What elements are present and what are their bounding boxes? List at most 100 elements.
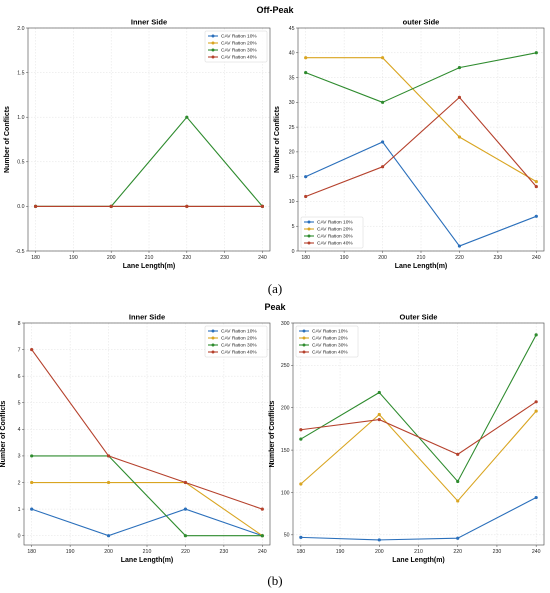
peak-outer-ytick-label: 100 (281, 490, 290, 496)
peak-outer-series-1-point (456, 536, 460, 540)
offpeak-outer-series-4-line (305, 96, 537, 198)
offpeak-outer-xtick-label: 220 (455, 255, 464, 261)
offpeak-inner-xtick-label: 200 (107, 255, 116, 261)
offpeak-inner-legend: CAV Ration 10%CAV Ration 20%CAV Ration 3… (204, 30, 268, 63)
offpeak-outer-series-2-point (534, 180, 538, 184)
offpeak-inner-series-4-point (33, 204, 38, 208)
offpeak-outer-ytick-label: 10 (289, 199, 295, 205)
peak-outer-xtick-label: 180 (297, 549, 306, 555)
offpeak-outer-xtick-label: 180 (301, 255, 310, 261)
offpeak-inner-ylabel: Number of Conflicts (4, 106, 11, 173)
peak-inner-legend: CAV Ration 10%CAV Ration 20%CAV Ration 3… (204, 325, 268, 358)
offpeak-outer-legend-marker (307, 227, 311, 231)
peak-inner-ytick-label: 3 (18, 454, 21, 460)
peak-outer-series-2-point (456, 499, 460, 503)
offpeak-outer-legend-box (300, 216, 364, 249)
offpeak-outer-series-4-point (304, 194, 308, 199)
peak-inner-series-1-point (183, 507, 188, 511)
peak-outer-series-3-point (534, 333, 538, 337)
peak-inner-ytick-label: 4 (18, 427, 21, 433)
peak-inner-xtick-label: 210 (143, 549, 152, 555)
offpeak-inner-title: Inner Side (131, 18, 167, 27)
peak-inner-plot-frame (23, 322, 271, 546)
offpeak-inner-legend-entry: CAV Ration 10% (221, 34, 257, 40)
peak-outer-series-2-point (377, 412, 381, 417)
offpeak-outer-ytick-label: 5 (292, 224, 295, 230)
peak-inner-ytick-label: 2 (18, 480, 21, 486)
offpeak-outer-series-1-point (304, 175, 308, 179)
peak-inner-legend-entry: CAV Ration 30% (221, 343, 257, 349)
peak-group-title: Peak (264, 302, 286, 312)
offpeak-inner-xtick-label: 230 (220, 255, 229, 261)
offpeak-outer-legend-entry: CAV Ration 30% (317, 234, 353, 240)
offpeak-inner-series-3-point (185, 115, 189, 119)
peak-inner-ytick-label: 6 (18, 374, 21, 380)
peak-outer-legend-entry: CAV Ration 40% (312, 350, 348, 356)
peak-outer-plot-frame (292, 322, 545, 546)
peak-inner-series-2-line (31, 481, 263, 537)
peak-inner-xtick-label: 220 (181, 549, 190, 555)
offpeak-outer-ytick-label: 25 (289, 125, 295, 131)
offpeak-outer-ytick-label: 0 (292, 249, 295, 255)
peak-inner-series-3-point (183, 534, 188, 538)
peak-outer-legend-entry: CAV Ration 10% (312, 329, 348, 335)
peak-outer-xtick-label: 190 (336, 549, 345, 555)
offpeak-outer-legend-entry: CAV Ration 40% (317, 241, 353, 247)
peak-inner-legend-entry: CAV Ration 40% (221, 350, 257, 356)
peak-outer-series-2-line (300, 410, 537, 502)
offpeak-outer-series-2-point (457, 135, 462, 139)
offpeak-inner-ytick-label: 1.5 (17, 70, 24, 76)
offpeak-inner-ytick-label: 1.0 (17, 115, 24, 121)
peak-inner-series-3-point (260, 534, 264, 538)
offpeak-outer-series-1-point (534, 214, 538, 218)
peak-outer-xtick-label: 230 (493, 549, 502, 555)
offpeak-outer-ytick-label: 15 (289, 174, 295, 180)
peak-inner-series-2-point (106, 480, 111, 485)
peak-inner-ytick-label: 1 (18, 507, 21, 513)
peak-outer-legend-entry: CAV Ration 20% (312, 336, 348, 342)
peak-inner-xlabel: Lane Length(m) (121, 557, 174, 564)
offpeak-inner-plot-frame (27, 27, 271, 252)
peak-outer-ytick-label: 50 (284, 533, 290, 539)
offpeak-outer-series-2-point (304, 56, 308, 60)
peak-outer-series-4-point (299, 428, 303, 432)
offpeak-inner-series-4-point (109, 204, 113, 208)
peak-inner-series-3-point (30, 454, 34, 458)
offpeak-inner-legend-box (204, 30, 268, 63)
offpeak-outer-ytick-label: 45 (289, 26, 295, 32)
offpeak-outer-xtick-label: 200 (378, 255, 387, 261)
offpeak-outer-series-2-point (380, 56, 385, 60)
offpeak-outer-series-1-point (380, 140, 385, 144)
peak-inner-title: Inner Side (129, 313, 165, 322)
peak-inner-legend-entry: CAV Ration 20% (221, 336, 257, 342)
offpeak-outer-plot-frame (297, 27, 545, 252)
offpeak-inner-legend-marker (211, 34, 215, 38)
peak-outer-series-2-point (534, 409, 538, 413)
offpeak-inner-ytick-label: -0.5 (16, 249, 25, 255)
peak-outer-legend-marker (302, 329, 306, 333)
offpeak-outer-series-3-point (304, 71, 308, 75)
peak-outer-legend-marker (302, 350, 306, 354)
offpeak-inner-legend-entry: CAV Ration 30% (221, 48, 257, 54)
peak-inner-series-4-point (260, 507, 264, 511)
offpeak-outer-series-1-line (305, 141, 537, 247)
offpeak-outer-title: outer Side (403, 18, 440, 27)
peak-outer-series-4-point (377, 417, 381, 422)
offpeak-inner-legend-marker (211, 55, 215, 59)
offpeak-inner-legend-marker (211, 48, 215, 52)
offpeak-outer-ylabel: Number of Conflicts (274, 106, 281, 173)
peak-inner-series-1-point (30, 507, 34, 511)
offpeak-outer-series-3-point (457, 66, 462, 70)
offpeak-inner-ytick-label: 0.0 (17, 204, 24, 210)
peak-outer-xtick-label: 240 (532, 549, 541, 555)
peak-inner-series-4-point (106, 454, 111, 458)
peak-inner-xtick-label: 240 (258, 549, 267, 555)
peak-outer-series-3-point (456, 479, 460, 484)
chart-peak-outer: 180 190 200 210 220 230 240 50 100 150 200 250 300 Ou… (269, 313, 545, 564)
peak-inner-xtick-label: 230 (220, 549, 229, 555)
peak-outer-legend: CAV Ration 10%CAV Ration 20%CAV Ration 3… (295, 325, 359, 358)
peak-inner-series-1-point (106, 534, 111, 538)
offpeak-outer-series-2-line (305, 57, 537, 183)
offpeak-outer-xtick-label: 230 (494, 255, 503, 261)
peak-outer-xtick-label: 220 (453, 549, 462, 555)
